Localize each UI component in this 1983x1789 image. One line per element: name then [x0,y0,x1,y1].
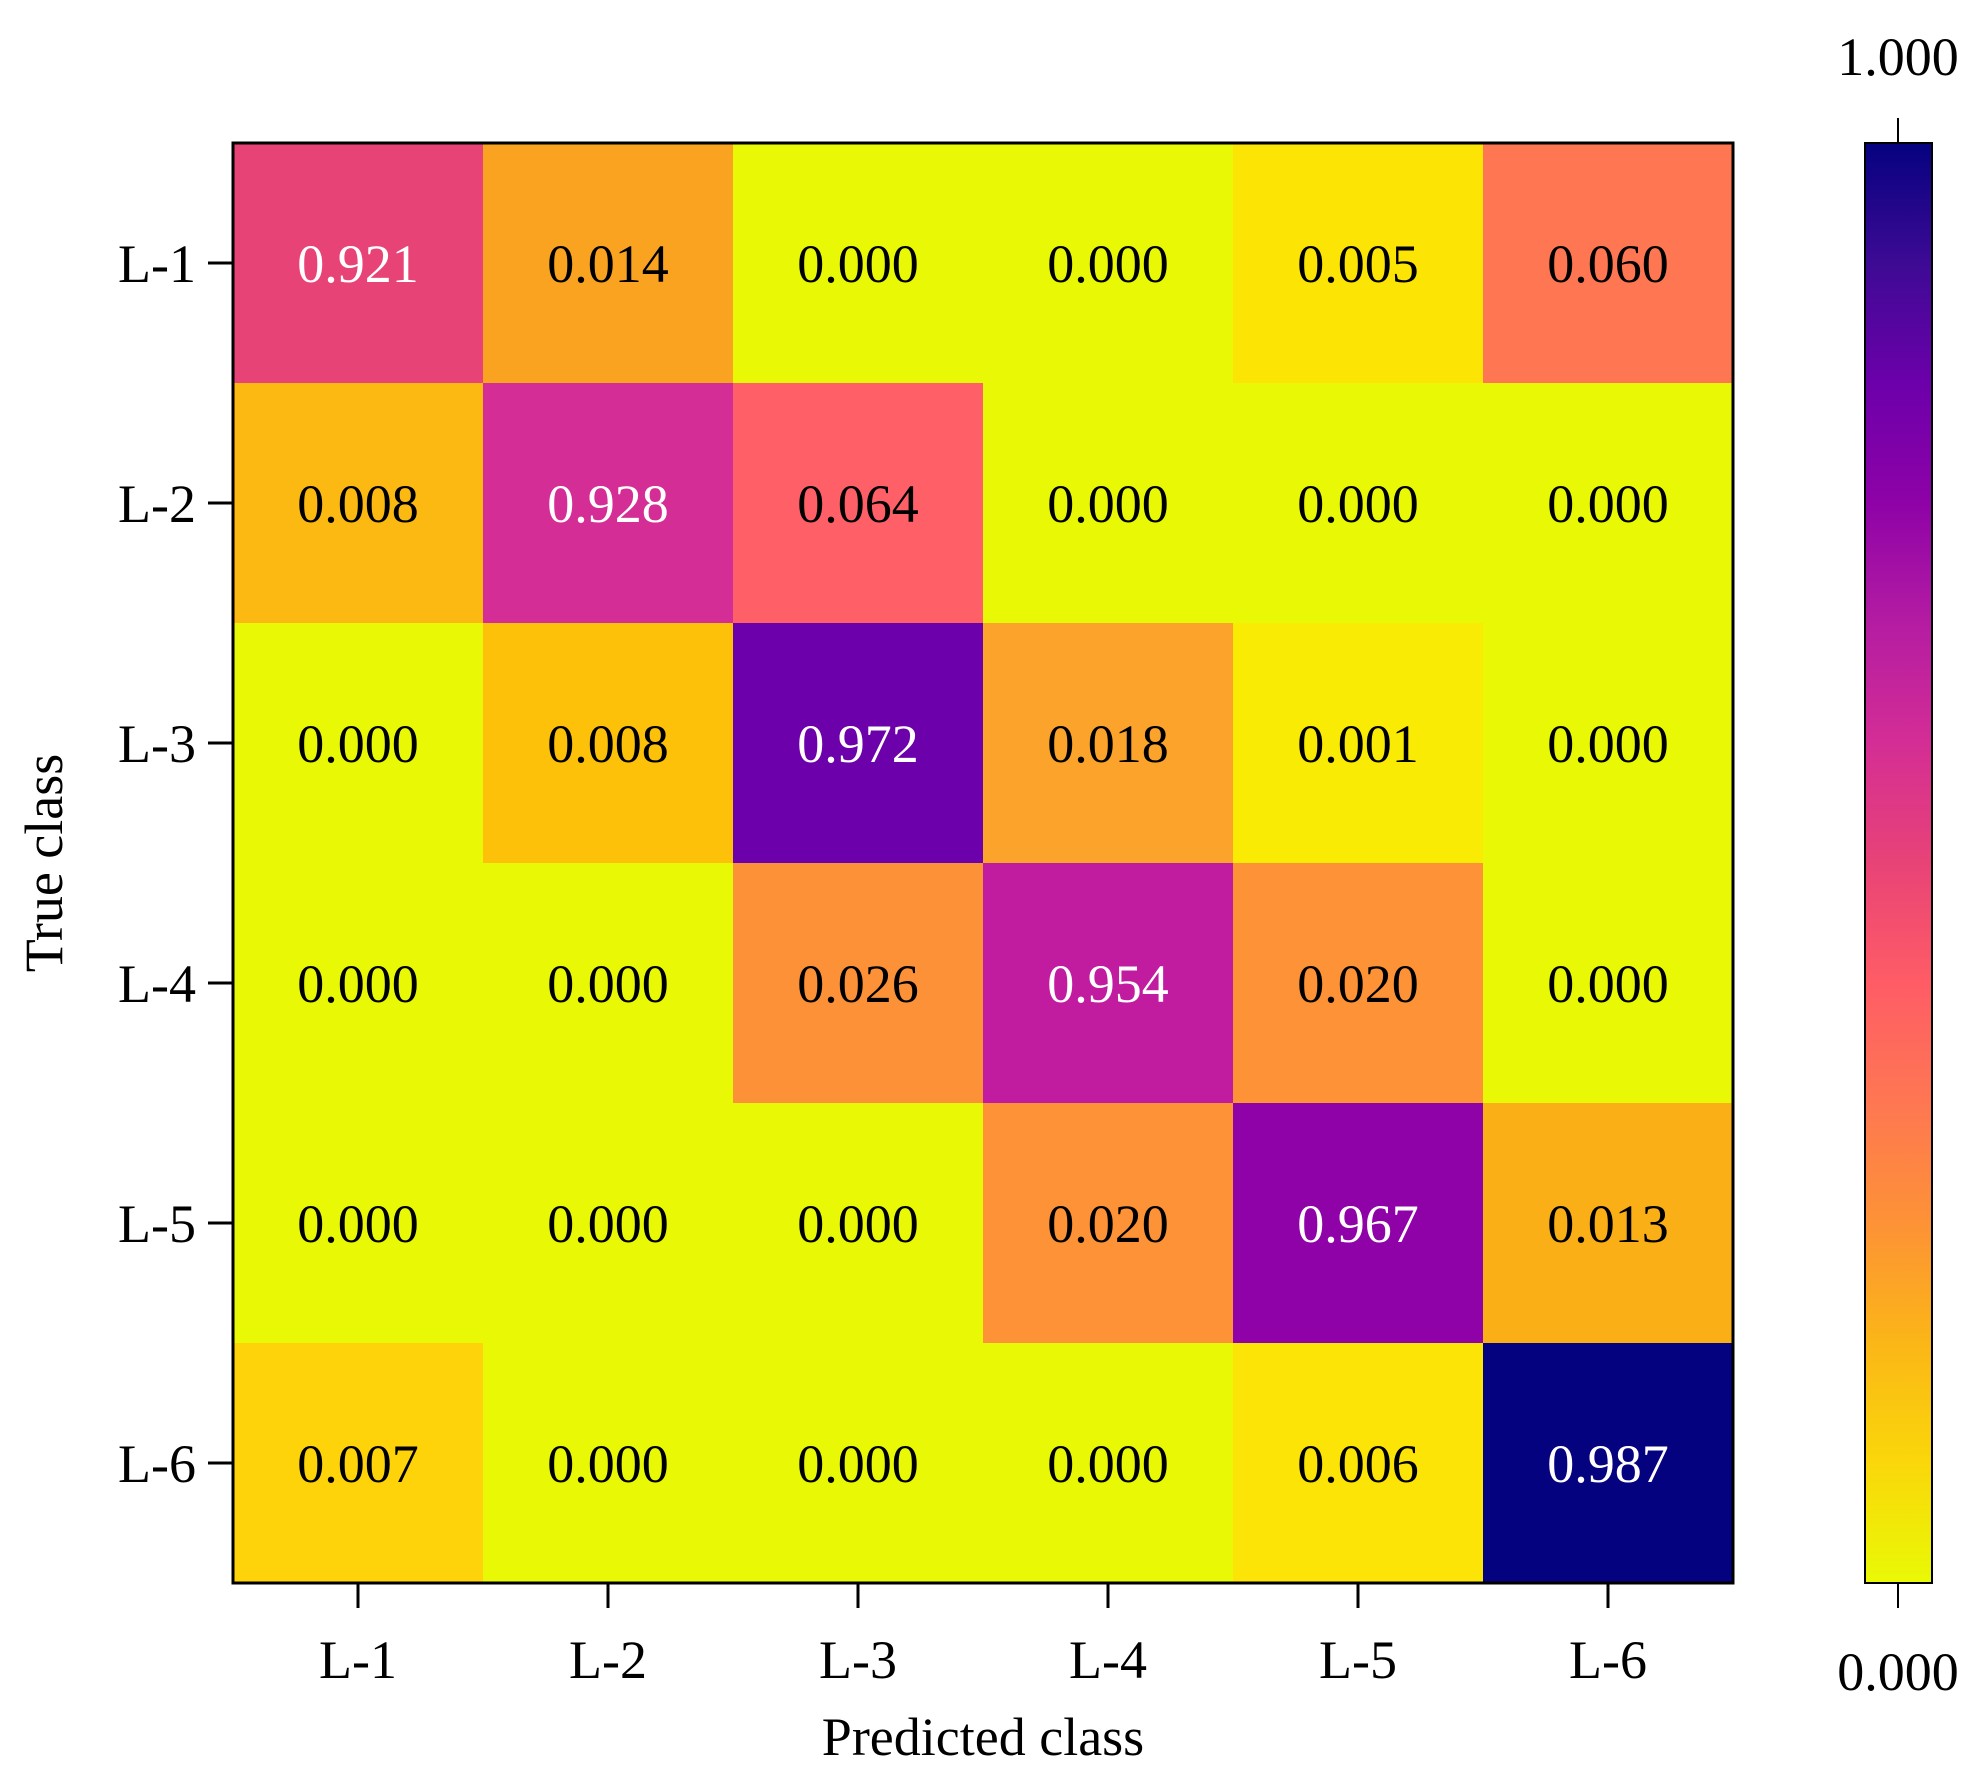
heatmap-cell-value: 0.064 [797,474,919,534]
heatmap-cell-value: 0.954 [1047,954,1169,1014]
heatmap-cell-value: 0.000 [1547,954,1669,1014]
heatmap-cell-value: 0.000 [1047,1434,1169,1494]
heatmap-cell-value: 0.013 [1547,1194,1669,1254]
colorbar-max-label: 1.000 [1837,27,1959,87]
heatmap-cell [983,383,1234,624]
heatmap-cell-value: 0.967 [1297,1194,1419,1254]
heatmap-cell [1483,1103,1734,1344]
x-tick-label: L-1 [319,1630,397,1690]
heatmap-cell [233,383,484,624]
x-axis-label: Predicted class [822,1707,1144,1767]
y-tick-label: L-1 [118,234,196,294]
colorbar-min-label: 0.000 [1837,1642,1959,1702]
heatmap-cell-value: 0.008 [547,714,669,774]
heatmap-cell [483,1343,734,1584]
heatmap-cell [1233,383,1484,624]
heatmap-cell-value: 0.014 [547,234,669,294]
heatmap-cell-value: 0.000 [1297,474,1419,534]
heatmap-cell [483,143,734,384]
y-axis-label: True class [14,754,74,973]
heatmap-cell-value: 0.000 [1547,714,1669,774]
heatmap-cell [233,863,484,1104]
heatmap-cell [1483,1343,1734,1584]
x-tick-label: L-2 [569,1630,647,1690]
heatmap-cell [983,143,1234,384]
heatmap-cell [483,383,734,624]
heatmap-cell [233,143,484,384]
heatmap-cell [1233,143,1484,384]
heatmap-cell-value: 0.000 [1047,234,1169,294]
heatmap-cell [233,623,484,864]
plot-frame [231,141,1735,1585]
colorbar: 1.000 0.000 [1837,27,1959,1702]
y-tick-label: L-2 [118,474,196,534]
heatmap-cell-value: 0.000 [547,1194,669,1254]
y-tick-label: L-3 [118,714,196,774]
heatmap-cell [1483,863,1734,1104]
heatmap-cell-value: 0.000 [297,954,419,1014]
heatmap-cell-value: 0.000 [1047,474,1169,534]
heatmap-cell-value: 0.008 [297,474,419,534]
heatmap-cell [733,1343,984,1584]
heatmap-cell-value: 0.007 [297,1434,419,1494]
heatmap-cell [483,1103,734,1344]
heatmap-cell [983,623,1234,864]
x-tick-label: L-3 [819,1630,897,1690]
heatmap-cell-value: 0.060 [1547,234,1669,294]
heatmap-cell-value: 0.972 [797,714,919,774]
colorbar-gradient [1864,142,1933,1584]
heatmap-cell [483,863,734,1104]
heatmap-cell-value: 0.000 [1547,474,1669,534]
heatmap-cell-value: 0.005 [1297,234,1419,294]
y-tick-label: L-6 [118,1434,196,1494]
heatmap-cell [983,1343,1234,1584]
heatmap-cell [233,1343,484,1584]
heatmap-cells [233,143,1734,1584]
heatmap-cell-value: 0.018 [1047,714,1169,774]
heatmap-cell-value: 0.000 [797,1434,919,1494]
heatmap-cell [733,143,984,384]
heatmap-cell [733,623,984,864]
x-tick-label: L-4 [1069,1630,1147,1690]
heatmap-cell [733,863,984,1104]
heatmap-cell-value: 0.000 [797,234,919,294]
heatmap-cell [1233,863,1484,1104]
heatmap-cell-value: 0.000 [297,714,419,774]
heatmap-cell [1483,143,1734,384]
heatmap-cell [1233,1103,1484,1344]
y-tick-label: L-5 [118,1194,196,1254]
x-tick-label: L-6 [1569,1630,1647,1690]
y-tick-label: L-4 [118,954,196,1014]
heatmap-cell [983,1103,1234,1344]
heatmap-cell-value: 0.020 [1047,1194,1169,1254]
heatmap-cell-value: 0.000 [797,1194,919,1254]
heatmap-cell [1483,623,1734,864]
y-axis-ticks: L-1 L-2 L-3 L-4 L-5 L-6 [118,234,233,1494]
heatmap-cell-value: 0.006 [1297,1434,1419,1494]
x-axis-ticks: L-1 L-2 L-3 L-4 L-5 L-6 [319,1583,1647,1690]
heatmap-cell-value: 0.020 [1297,954,1419,1014]
heatmap-cell-value: 0.000 [547,1434,669,1494]
heatmap-cell [1233,623,1484,864]
heatmap-cell-value: 0.000 [297,1194,419,1254]
heatmap-cell [983,863,1234,1104]
heatmap-cell [1233,1343,1484,1584]
heatmap-cell-value: 0.928 [547,474,669,534]
heatmap-cell [733,1103,984,1344]
heatmap-cell [733,383,984,624]
heatmap-cell-value: 0.000 [547,954,669,1014]
heatmap-cell-value: 0.001 [1297,714,1419,774]
heatmap-cell [483,623,734,864]
x-tick-label: L-5 [1319,1630,1397,1690]
heatmap-cell [233,1103,484,1344]
heatmap-cell-value: 0.987 [1547,1434,1669,1494]
heatmap-cell-value: 0.026 [797,954,919,1014]
heatmap-cell-labels: 0.921 0.014 0.000 0.000 0.005 0.060 0.008 0.928… [297,234,1669,1494]
heatmap-cell-value: 0.921 [297,234,419,294]
heatmap-cell [1483,383,1734,624]
